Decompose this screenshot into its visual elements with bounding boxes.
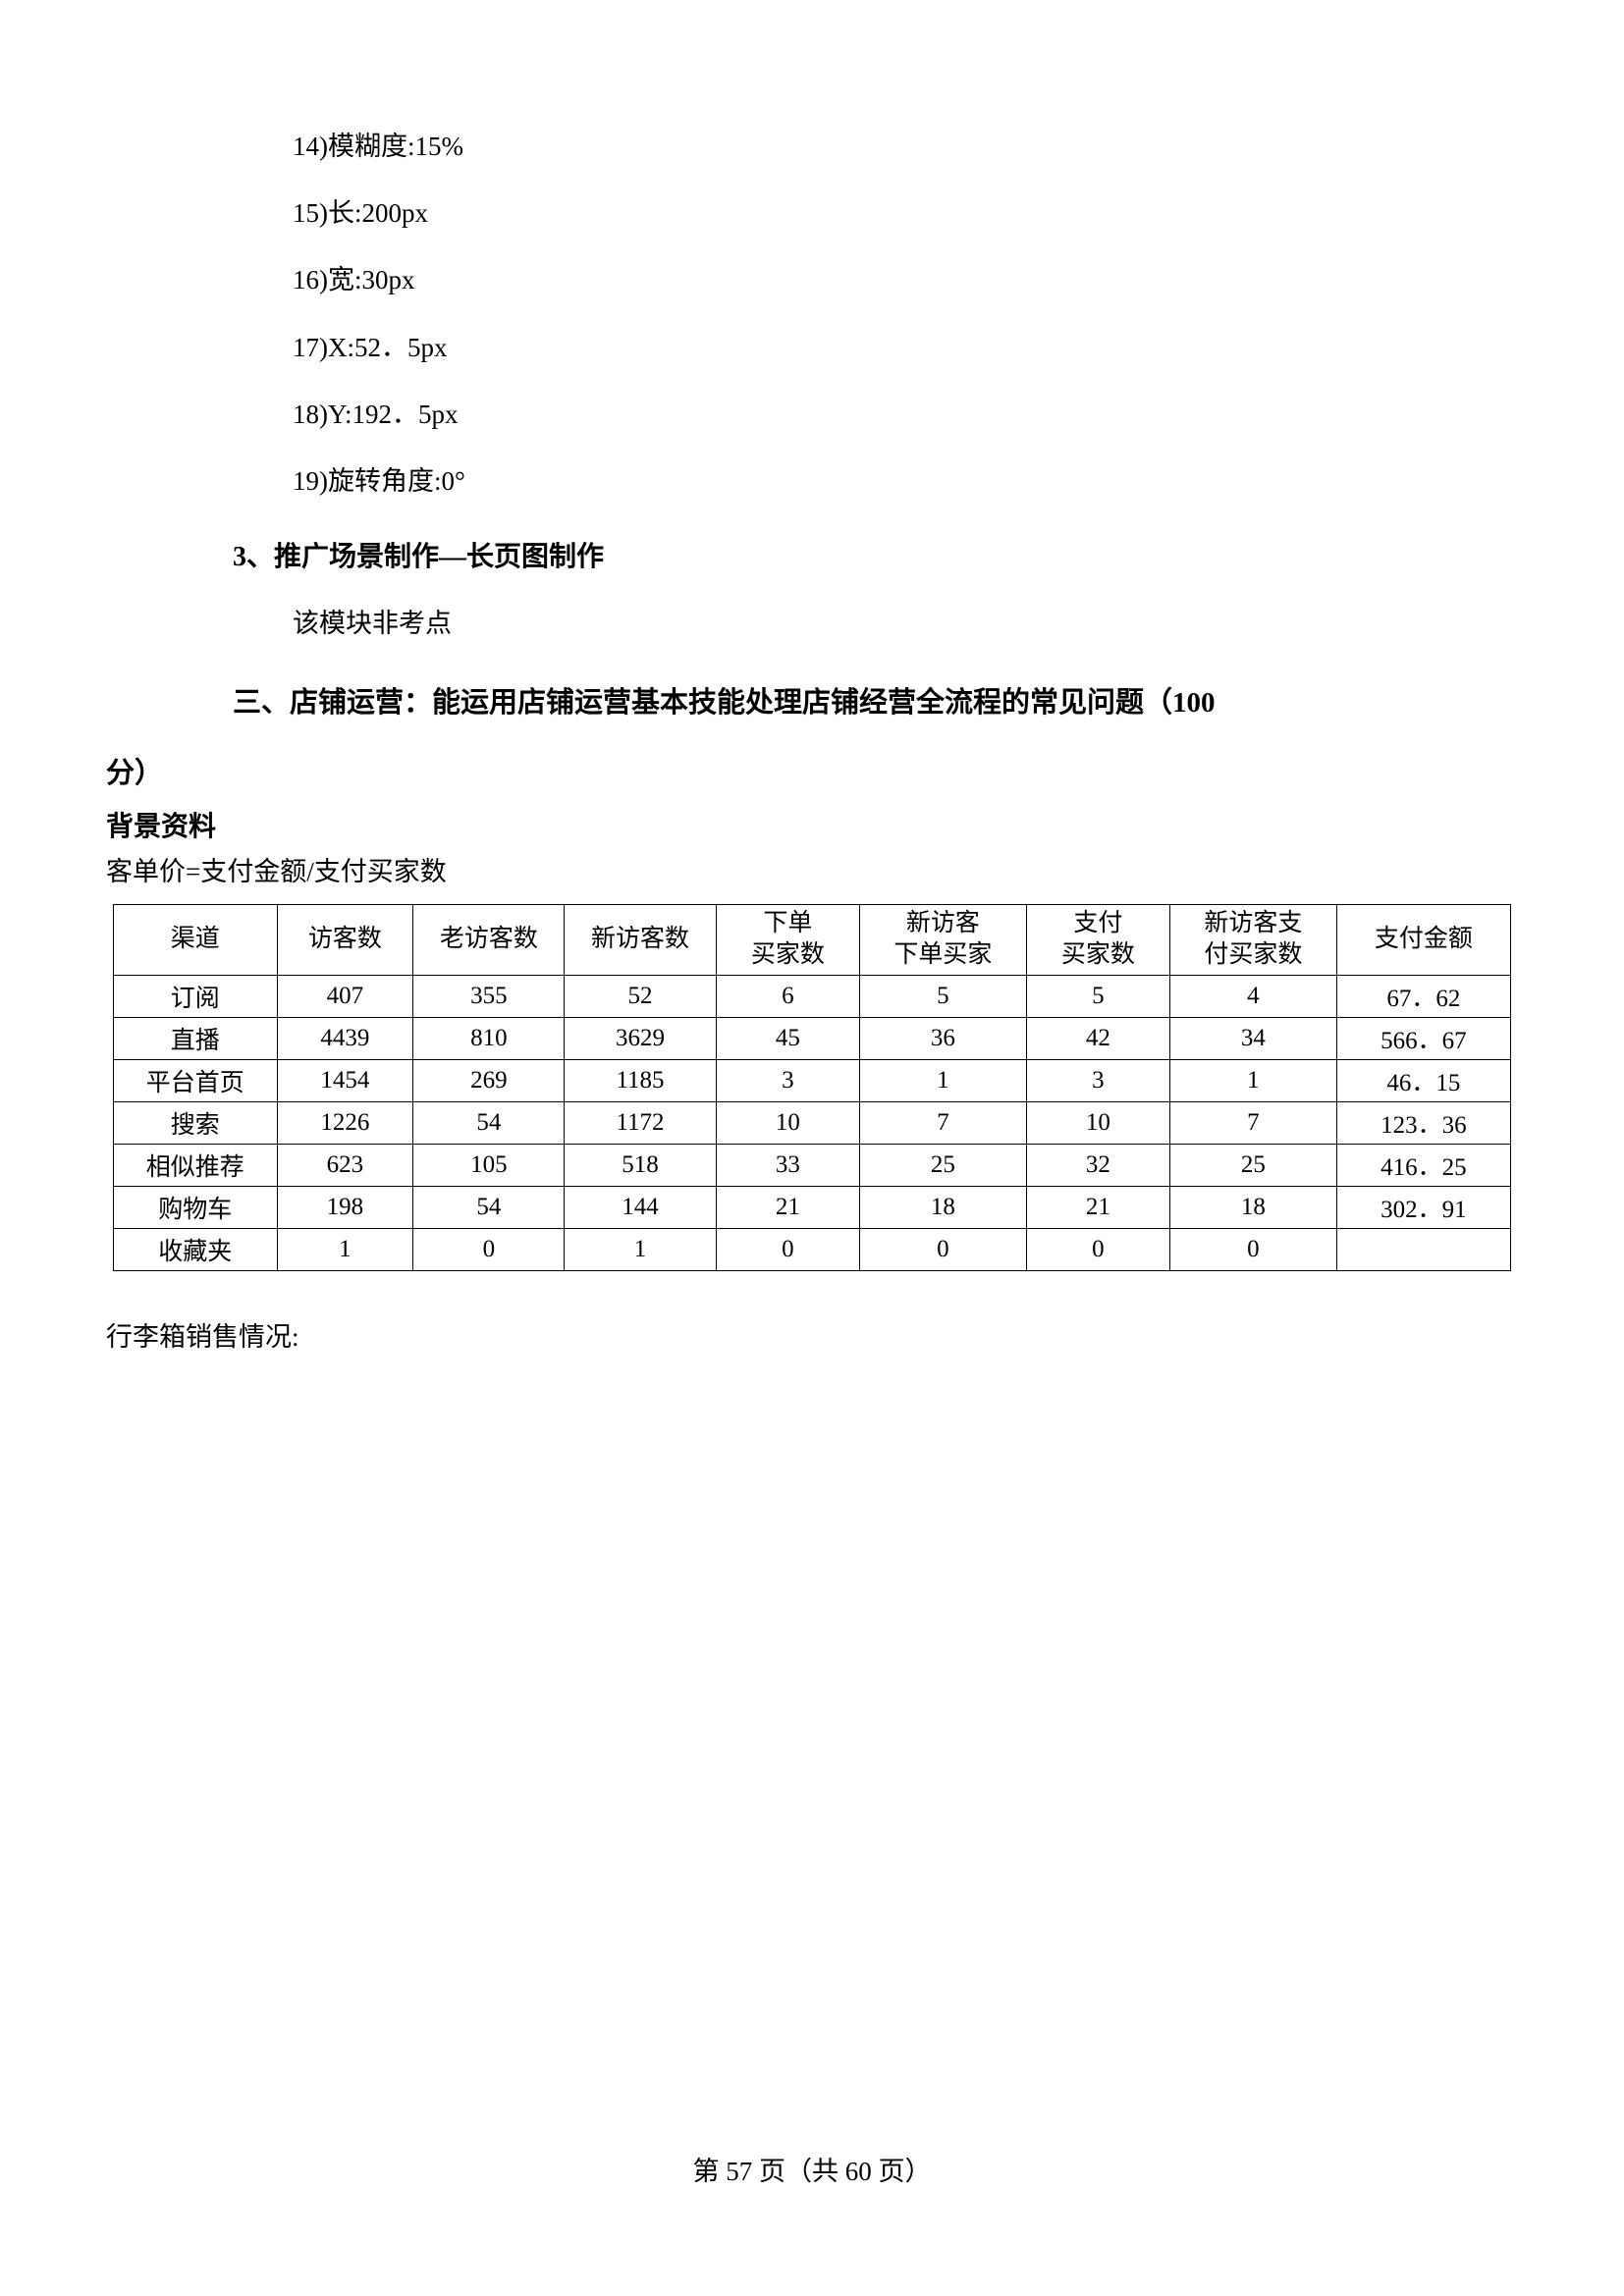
table-cell: 198 xyxy=(277,1186,413,1228)
table-cell: 144 xyxy=(565,1186,716,1228)
table-cell: 4439 xyxy=(277,1017,413,1059)
table-cell: 购物车 xyxy=(114,1186,278,1228)
table-cell: 1172 xyxy=(565,1101,716,1144)
table-cell: 0 xyxy=(1026,1228,1169,1270)
table-cell: 34 xyxy=(1170,1017,1337,1059)
sub-note: 该模块非考点 xyxy=(177,602,1447,640)
table-cell: 直播 xyxy=(114,1017,278,1059)
table-cell: 42 xyxy=(1026,1017,1169,1059)
table-cell: 3 xyxy=(716,1059,859,1101)
table-cell: 105 xyxy=(413,1144,565,1186)
table-cell: 5 xyxy=(1026,975,1169,1017)
heading-3: 3、推广场景制作—长页图制作 xyxy=(177,535,1447,574)
table-cell: 7 xyxy=(1170,1101,1337,1144)
table-cell: 0 xyxy=(716,1228,859,1270)
table-cell: 123．36 xyxy=(1336,1101,1510,1144)
table-cell: 0 xyxy=(1170,1228,1337,1270)
table-cell: 407 xyxy=(277,975,413,1017)
table-cell: 平台首页 xyxy=(114,1059,278,1101)
data-table: 渠道 访客数 老访客数 新访客数 下单买家数 新访客下单买家 支付买家数 新访客… xyxy=(113,904,1511,1271)
th-channel: 渠道 xyxy=(114,904,278,975)
table-cell: 67．62 xyxy=(1336,975,1510,1017)
table-cell: 3629 xyxy=(565,1017,716,1059)
table-cell: 1 xyxy=(277,1228,413,1270)
table-cell: 21 xyxy=(1026,1186,1169,1228)
table-cell: 5 xyxy=(860,975,1027,1017)
table-cell: 10 xyxy=(716,1101,859,1144)
table-cell: 7 xyxy=(860,1101,1027,1144)
table-cell: 相似推荐 xyxy=(114,1144,278,1186)
table-cell: 355 xyxy=(413,975,565,1017)
table-cell: 25 xyxy=(860,1144,1027,1186)
table-cell: 3 xyxy=(1026,1059,1169,1101)
list-item-15: 15)长:200px xyxy=(177,192,1447,235)
table-row: 搜索1226541172107107123．36 xyxy=(114,1101,1511,1144)
section-heading-line2: 分） xyxy=(106,748,1447,799)
th-pay-buyers: 支付买家数 xyxy=(1026,904,1169,975)
table-cell: 21 xyxy=(716,1186,859,1228)
table-cell: 1 xyxy=(860,1059,1027,1101)
table-cell: 1 xyxy=(565,1228,716,1270)
list-item-17: 17)X:52．5px xyxy=(177,327,1447,369)
table-cell: 25 xyxy=(1170,1144,1337,1186)
table-cell: 269 xyxy=(413,1059,565,1101)
table-cell: 18 xyxy=(1170,1186,1337,1228)
table-cell: 1185 xyxy=(565,1059,716,1101)
list-item-16: 16)宽:30px xyxy=(177,259,1447,301)
table-cell: 32 xyxy=(1026,1144,1169,1186)
table-row: 收藏夹1010000 xyxy=(114,1228,1511,1270)
th-new-pay-buyers: 新访客支付买家数 xyxy=(1170,904,1337,975)
table-cell xyxy=(1336,1228,1510,1270)
table-cell: 45 xyxy=(716,1017,859,1059)
table-cell: 搜索 xyxy=(114,1101,278,1144)
table-cell: 623 xyxy=(277,1144,413,1186)
th-new-order-buyers: 新访客下单买家 xyxy=(860,904,1027,975)
table-cell: 36 xyxy=(860,1017,1027,1059)
table-cell: 4 xyxy=(1170,975,1337,1017)
table-cell: 46．15 xyxy=(1336,1059,1510,1101)
table-cell: 10 xyxy=(1026,1101,1169,1144)
table-cell: 566．67 xyxy=(1336,1017,1510,1059)
table-row: 购物车1985414421182118302．91 xyxy=(114,1186,1511,1228)
table-cell: 54 xyxy=(413,1186,565,1228)
table-cell: 1226 xyxy=(277,1101,413,1144)
th-pay-amount: 支付金额 xyxy=(1336,904,1510,975)
table-cell: 收藏夹 xyxy=(114,1228,278,1270)
table-cell: 302．91 xyxy=(1336,1186,1510,1228)
th-new-visitors: 新访客数 xyxy=(565,904,716,975)
table-cell: 1454 xyxy=(277,1059,413,1101)
table-cell: 0 xyxy=(860,1228,1027,1270)
table-cell: 33 xyxy=(716,1144,859,1186)
list-item-18: 18)Y:192．5px xyxy=(177,394,1447,436)
page-footer: 第 57 页（共 60 页） xyxy=(0,2150,1624,2188)
table-row: 相似推荐62310551833253225416．25 xyxy=(114,1144,1511,1186)
table-row: 直播4439810362945364234566．67 xyxy=(114,1017,1511,1059)
bg-heading: 背景资料 xyxy=(106,805,1447,844)
table-cell: 1 xyxy=(1170,1059,1337,1101)
table-cell: 18 xyxy=(860,1186,1027,1228)
list-item-14: 14)模糊度:15% xyxy=(177,126,1447,168)
th-visitors: 访客数 xyxy=(277,904,413,975)
table-cell: 54 xyxy=(413,1101,565,1144)
table-cell: 0 xyxy=(413,1228,565,1270)
formula: 客单价=支付金额/支付买家数 xyxy=(106,850,1447,888)
table-row: 平台首页14542691185313146．15 xyxy=(114,1059,1511,1101)
list-item-19: 19)旋转角度:0° xyxy=(177,460,1447,503)
table-cell: 6 xyxy=(716,975,859,1017)
th-old-visitors: 老访客数 xyxy=(413,904,565,975)
table-cell: 810 xyxy=(413,1017,565,1059)
th-order-buyers: 下单买家数 xyxy=(716,904,859,975)
table-cell: 订阅 xyxy=(114,975,278,1017)
data-table-container: 渠道 访客数 老访客数 新访客数 下单买家数 新访客下单买家 支付买家数 新访客… xyxy=(113,904,1511,1271)
table-row: 订阅40735552655467．62 xyxy=(114,975,1511,1017)
section-heading-line1: 三、店铺运营：能运用店铺运营基本技能处理店铺经营全流程的常见问题（100 xyxy=(177,677,1447,728)
caption: 行李箱销售情况: xyxy=(106,1315,1447,1354)
table-cell: 416．25 xyxy=(1336,1144,1510,1186)
table-cell: 52 xyxy=(565,975,716,1017)
table-cell: 518 xyxy=(565,1144,716,1186)
table-header-row: 渠道 访客数 老访客数 新访客数 下单买家数 新访客下单买家 支付买家数 新访客… xyxy=(114,904,1511,975)
